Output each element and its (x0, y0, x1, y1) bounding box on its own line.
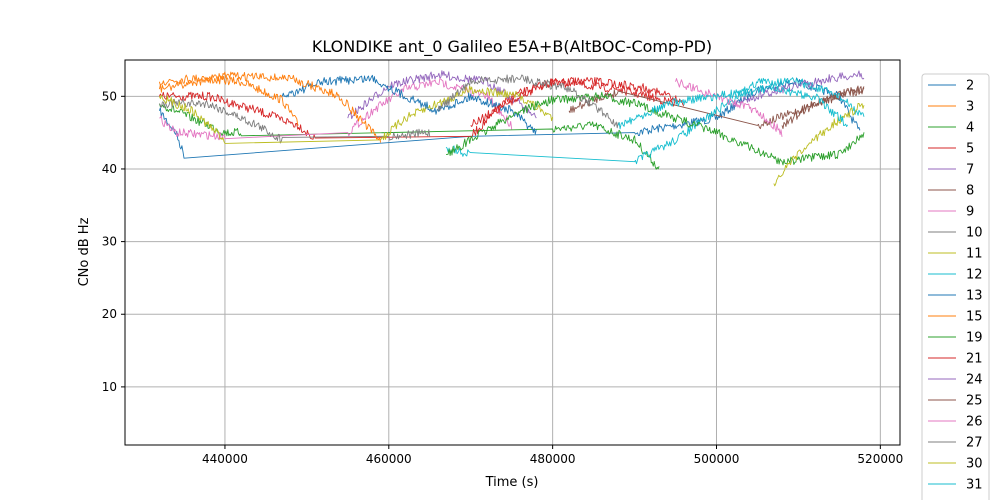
series-line-10 (159, 98, 431, 144)
x-axis: 440000 460000 480000 500000 520000 (202, 445, 903, 466)
legend-label: 26 (966, 415, 983, 430)
legend-label: 7 (966, 163, 974, 178)
series-line-19 (446, 91, 865, 166)
series-line-26 (675, 78, 783, 137)
y-tick-label: 20 (102, 307, 117, 321)
x-tick-label: 500000 (694, 452, 740, 466)
legend-label: 2 (966, 79, 974, 94)
legend-label: 13 (966, 289, 983, 304)
y-tick-label: 30 (102, 235, 117, 249)
series-line-8 (568, 85, 865, 130)
legend-label: 5 (966, 142, 974, 157)
series-line-21 (470, 76, 685, 127)
series-line-13 (281, 74, 537, 135)
series-group (158, 70, 865, 187)
series-line-30 (773, 102, 865, 187)
x-tick-label: 460000 (366, 452, 412, 466)
legend-label: 15 (966, 310, 983, 325)
legend-frame (921, 73, 990, 504)
series-line-9 (159, 77, 513, 141)
series-line-24 (732, 70, 865, 108)
legend-label: 21 (966, 352, 983, 367)
legend-label: 9 (966, 205, 974, 220)
legend-label: 31 (966, 478, 983, 493)
legend-label: 19 (966, 331, 983, 346)
legend-label: 4 (966, 121, 974, 136)
legend-label: 12 (966, 268, 983, 283)
legend-label: 11 (966, 247, 983, 262)
y-axis: 10 20 30 40 50 (102, 89, 125, 394)
x-tick-label: 440000 (202, 452, 248, 466)
legend-label: 10 (966, 226, 983, 241)
legend-label: 30 (966, 457, 983, 472)
series-line-31 (617, 85, 848, 130)
series-line-12 (445, 77, 865, 165)
series-line-27 (437, 74, 619, 129)
series-line-2 (158, 77, 861, 159)
plot-frame (124, 59, 901, 446)
legend: 2 3 4 5 7 8 9 10 11 12 13 15 19 21 24 25 26 27 30 31 (921, 73, 990, 504)
legend-label: 3 (966, 100, 974, 115)
chart-title: KLONDIKE ant_0 Galileo E5A+B(AltBOC-Comp… (312, 37, 712, 57)
y-tick-label: 40 (102, 162, 117, 176)
legend-label: 25 (966, 394, 983, 409)
y-axis-label: CNo dB Hz (77, 217, 92, 286)
series-line-15 (158, 71, 382, 143)
x-tick-label: 480000 (530, 452, 576, 466)
legend-label: 27 (966, 436, 983, 451)
x-axis-label: Time (s) (485, 475, 539, 490)
x-tick-label: 520000 (857, 452, 903, 466)
series-line-11 (158, 85, 554, 144)
series-line-4 (158, 103, 660, 170)
legend-label: 8 (966, 184, 974, 199)
series-line-25 (781, 86, 865, 130)
series-line-3 (158, 74, 299, 126)
y-tick-label: 50 (102, 89, 117, 103)
y-tick-label: 10 (102, 380, 117, 394)
legend-label: 24 (966, 373, 983, 388)
